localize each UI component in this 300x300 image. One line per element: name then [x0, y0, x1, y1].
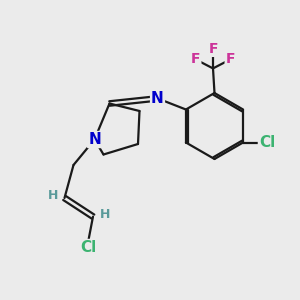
Text: F: F — [226, 52, 235, 66]
Text: N: N — [151, 91, 164, 106]
Text: Cl: Cl — [259, 135, 275, 150]
Text: Cl: Cl — [80, 240, 97, 255]
Text: H: H — [100, 208, 110, 221]
Text: F: F — [191, 52, 200, 66]
Text: H: H — [48, 189, 58, 202]
Text: N: N — [88, 132, 101, 147]
Text: F: F — [208, 42, 218, 56]
